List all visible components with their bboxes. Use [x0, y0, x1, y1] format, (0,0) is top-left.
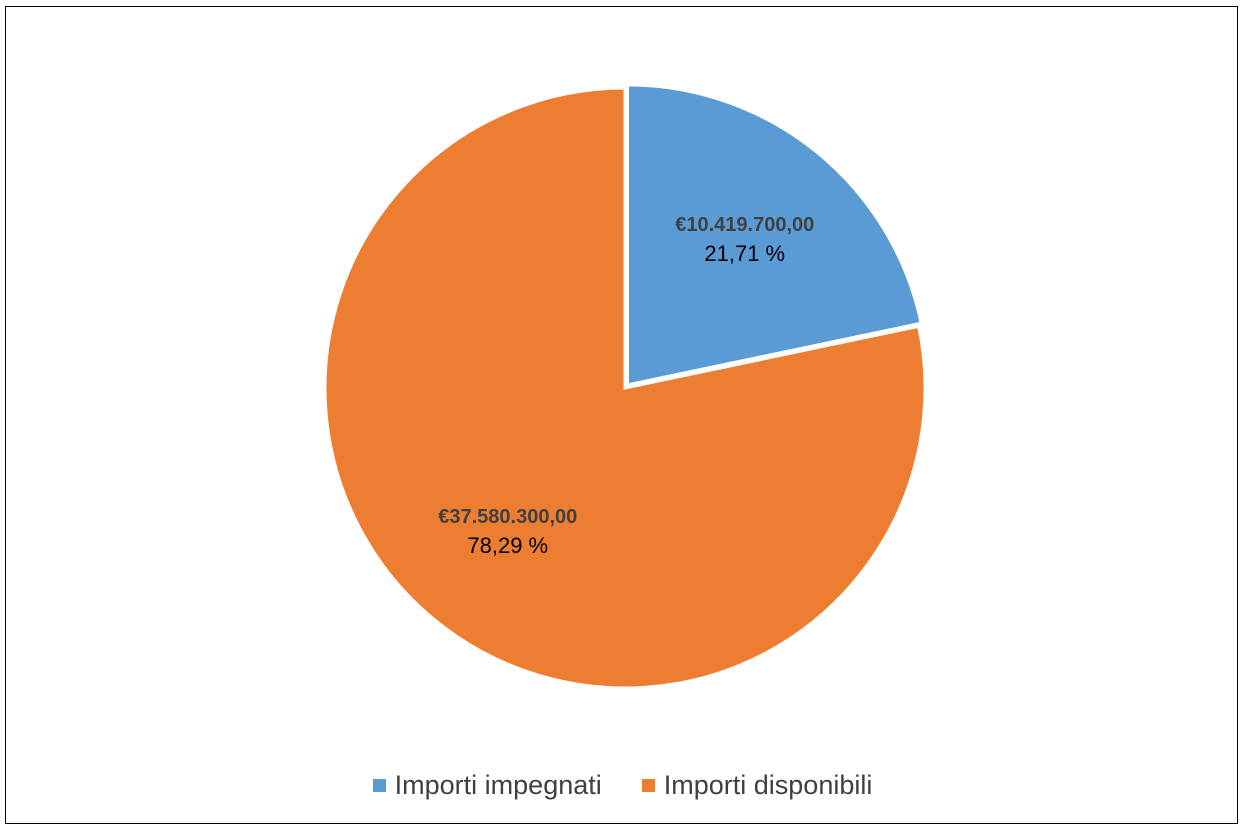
pie-slice-importi-disponibili [323, 86, 927, 690]
slice-percent-label: 21,71 % [704, 241, 786, 267]
legend-swatch [641, 779, 655, 792]
pie-slice-importi-impegnati [626, 83, 923, 387]
legend-label: Importi impegnati [394, 770, 602, 800]
legend: Importi impegnati Importi disponibili [0, 770, 1245, 801]
pie-slices [323, 83, 927, 690]
data-label-importi-impegnati: €10.419.700,00 21,71 % [675, 211, 814, 269]
legend-swatch [372, 779, 386, 792]
legend-item-importi-impegnati: Importi impegnati [372, 770, 602, 801]
slice-value-label: €10.419.700,00 [675, 214, 815, 237]
legend-label: Importi disponibili [663, 770, 873, 800]
legend-item-importi-disponibili: Importi disponibili [641, 770, 873, 801]
data-label-importi-disponibili: €37.580.300,00 78,29 % [438, 503, 577, 561]
slice-percent-label: 78,29 % [467, 533, 549, 559]
slice-value-label: €37.580.300,00 [438, 506, 578, 529]
